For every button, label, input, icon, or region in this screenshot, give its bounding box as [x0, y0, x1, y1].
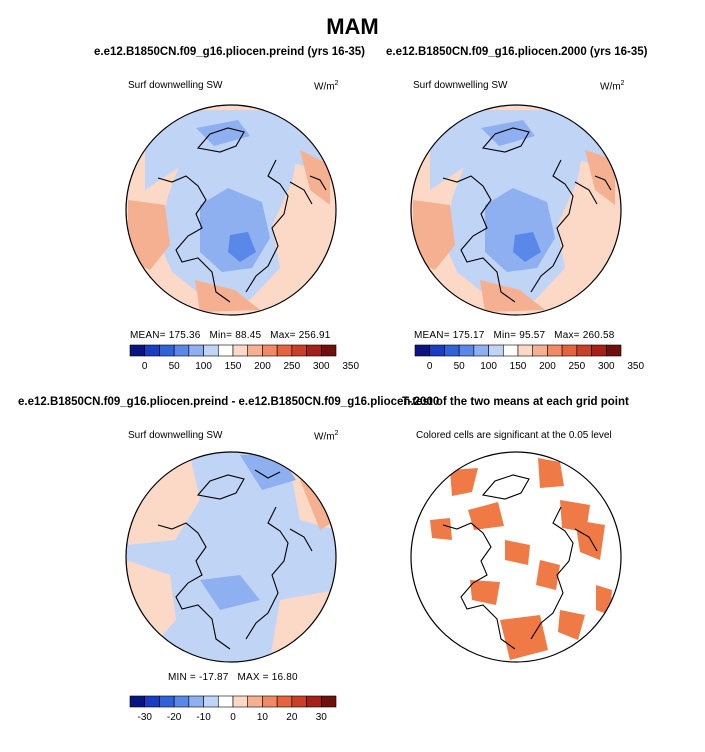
colorbar-tick-label: 20: [286, 712, 298, 723]
colorbar-box: [173, 695, 190, 708]
colorbar-tick-label: 350: [342, 361, 359, 372]
colorbar-box: [232, 344, 249, 357]
colorbar-tick-label: 300: [598, 361, 615, 372]
panel2-label: Surf downwelling SW: [413, 80, 508, 91]
page-title: MAM: [326, 14, 379, 39]
colorbar-tick-label: 200: [539, 361, 556, 372]
colorbar-tick-label: 0: [230, 712, 236, 723]
panel2-units: W/m2: [600, 80, 625, 93]
colorbar-box: [217, 695, 234, 708]
colorbar-box: [320, 695, 337, 708]
colorbar-box: [247, 695, 263, 708]
colorbar-box: [188, 344, 204, 357]
panel1-title: e.e12.B1850CN.f09_g16.pliocen.preind (yr…: [94, 46, 366, 58]
colorbar-box: [605, 344, 622, 357]
map-preind: [125, 104, 337, 316]
panel1-units: W/m2: [314, 80, 339, 93]
colorbar-tick-label: 300: [313, 361, 330, 372]
map-ttest: [410, 451, 622, 663]
colorbar-box: [276, 344, 293, 357]
panel2-title: e.e12.B1850CN.f09_g16.pliocen.2000 (yrs …: [386, 46, 648, 58]
colorbar-tick-label: -10: [196, 712, 211, 723]
panel1-stats: MEAN= 175.36 Min= 88.45 Max= 256.91: [130, 330, 331, 341]
panel3-label: Surf downwelling SW: [128, 430, 223, 441]
colorbar-box: [173, 344, 190, 357]
colorbar-box: [517, 344, 534, 357]
colorbar-tick-label: 50: [454, 361, 466, 372]
colorbar-box: [129, 344, 146, 357]
colorbar-box: [144, 344, 160, 357]
panel4-label: Colored cells are significant at the 0.0…: [416, 430, 612, 441]
colorbar-box: [502, 344, 519, 357]
colorbar-2000: 0 50 100 150 200 250 300 350: [414, 344, 644, 372]
colorbar-box: [576, 344, 592, 357]
colorbar-tick-label: 100: [195, 361, 212, 372]
colorbar-box: [561, 344, 578, 357]
colorbar-box: [262, 695, 278, 708]
panel3-units: W/m2: [314, 430, 339, 443]
colorbar-box: [203, 695, 219, 708]
colorbar-box: [247, 344, 263, 357]
colorbar-box: [532, 344, 548, 357]
map-2000: [410, 104, 622, 316]
colorbar-box: [203, 344, 219, 357]
colorbar-box: [473, 344, 489, 357]
colorbar-box: [547, 344, 563, 357]
colorbar-tick-label: 150: [225, 361, 242, 372]
colorbar-tick-label: 50: [169, 361, 181, 372]
colorbar-box: [291, 695, 307, 708]
colorbar-box: [217, 344, 234, 357]
colorbar-tick-label: 250: [569, 361, 586, 372]
colorbar-box: [188, 695, 204, 708]
colorbar-difference: -30 -20 -10 0 10 20 30: [129, 695, 337, 723]
colorbar-box: [291, 344, 307, 357]
colorbar-tick-label: 200: [254, 361, 271, 372]
panel3-title: e.e12.B1850CN.f09_g16.pliocen.preind - e…: [18, 396, 440, 408]
colorbar-preind: 0 50 100 150 200 250 300 350: [129, 344, 359, 372]
panel2-stats: MEAN= 175.17 Min= 95.57 Max= 260.58: [414, 330, 615, 341]
colorbar-box: [276, 695, 293, 708]
colorbar-tick-label: -30: [137, 712, 152, 723]
colorbar-box: [591, 344, 607, 357]
colorbar-tick-label: 10: [257, 712, 269, 723]
colorbar-box: [129, 695, 146, 708]
colorbar-tick-label: 150: [510, 361, 527, 372]
colorbar-box: [306, 695, 322, 708]
colorbar-box: [144, 695, 160, 708]
colorbar-tick-label: 250: [284, 361, 301, 372]
panel3-stats: MIN = -17.87 MAX = 16.80: [168, 672, 298, 683]
colorbar-tick-label: 30: [316, 712, 328, 723]
colorbar-box: [414, 344, 431, 357]
colorbar-box: [320, 344, 337, 357]
colorbar-box: [232, 695, 249, 708]
map-difference: [125, 451, 337, 663]
colorbar-tick-label: 0: [427, 361, 433, 372]
colorbar-box: [429, 344, 445, 357]
panel4-title: T-test of the two means at each grid poi…: [402, 396, 629, 408]
colorbar-tick-label: 0: [142, 361, 148, 372]
colorbar-tick-label: 100: [480, 361, 497, 372]
colorbar-box: [262, 344, 278, 357]
colorbar-tick-label: 350: [627, 361, 644, 372]
colorbar-tick-label: -20: [167, 712, 182, 723]
panel1-label: Surf downwelling SW: [128, 80, 223, 91]
colorbar-box: [306, 344, 322, 357]
colorbar-box: [444, 344, 460, 357]
colorbar-box: [159, 344, 175, 357]
colorbar-box: [488, 344, 504, 357]
colorbar-box: [159, 695, 175, 708]
colorbar-box: [458, 344, 475, 357]
